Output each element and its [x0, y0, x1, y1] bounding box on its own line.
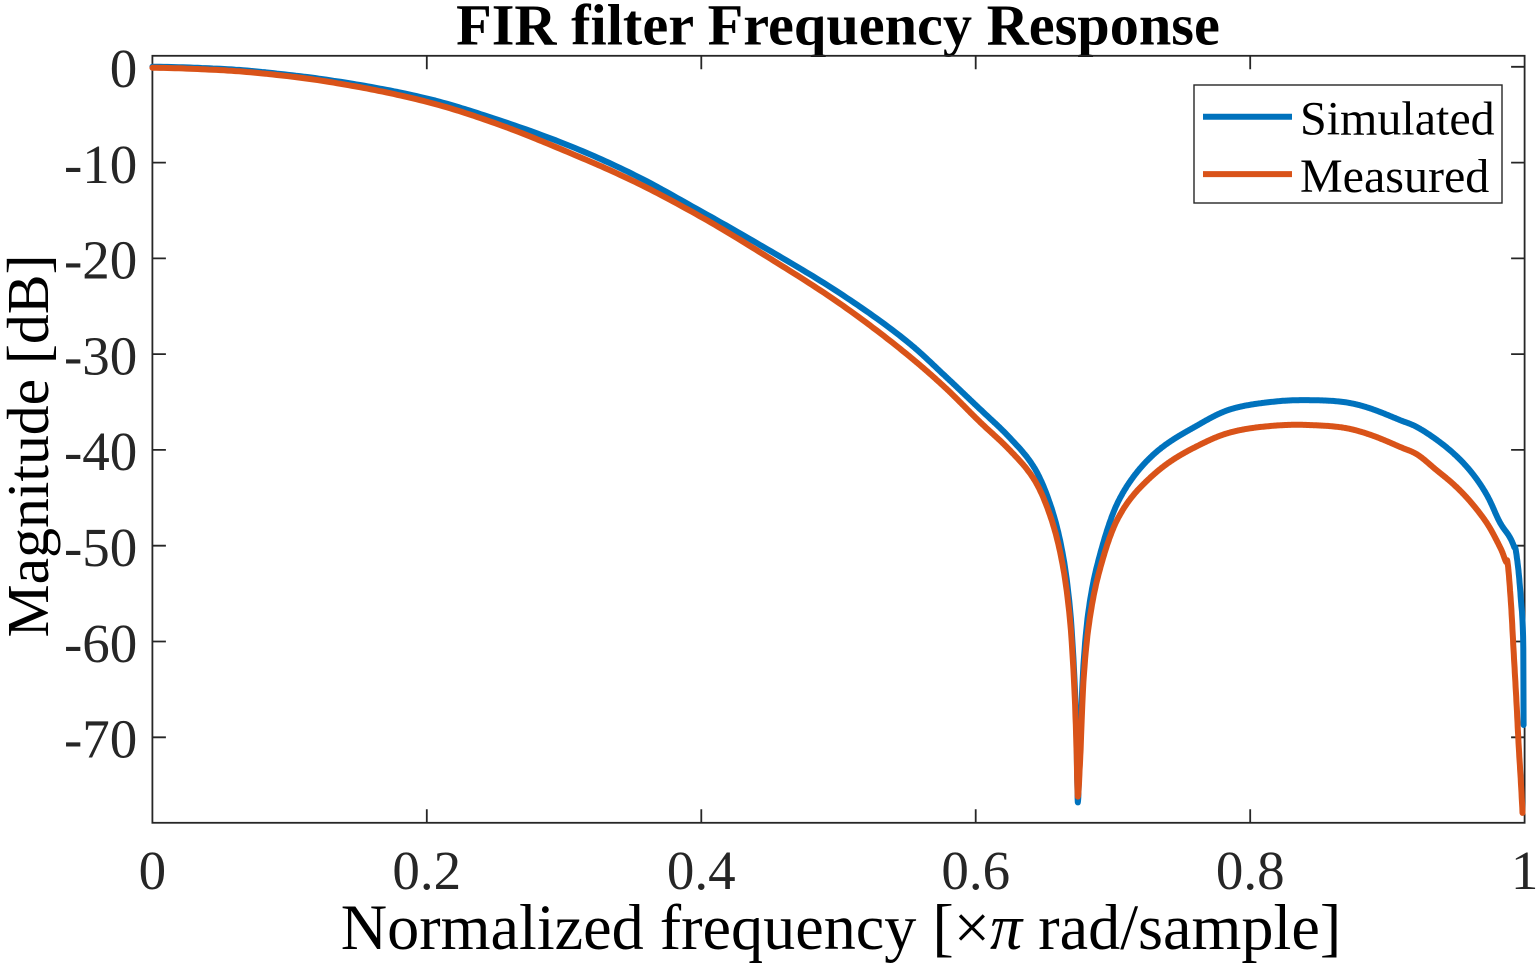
svg-text:-70: -70: [64, 709, 137, 770]
svg-text:-20: -20: [64, 230, 137, 291]
svg-text:-50: -50: [64, 517, 137, 578]
svg-text:1: 1: [1511, 840, 1536, 901]
svg-text:0.4: 0.4: [667, 840, 736, 901]
svg-text:-10: -10: [64, 134, 137, 195]
svg-text:Measured: Measured: [1300, 150, 1489, 203]
svg-text:-30: -30: [64, 325, 137, 386]
svg-text:-60: -60: [64, 613, 137, 674]
svg-text:Simulated: Simulated: [1300, 92, 1495, 145]
svg-text:0: 0: [139, 840, 167, 901]
svg-text:0: 0: [110, 38, 138, 99]
svg-text:-40: -40: [64, 421, 137, 482]
svg-text:0.8: 0.8: [1216, 840, 1285, 901]
svg-text:Normalized frequency [×π rad/s: Normalized frequency [×π rad/sample]: [341, 892, 1341, 963]
svg-text:Magnitude [dB]: Magnitude [dB]: [0, 255, 61, 638]
svg-text:0.6: 0.6: [941, 840, 1010, 901]
svg-text:0.2: 0.2: [392, 840, 461, 901]
svg-text:FIR filter Frequency Response: FIR filter Frequency Response: [456, 0, 1220, 58]
